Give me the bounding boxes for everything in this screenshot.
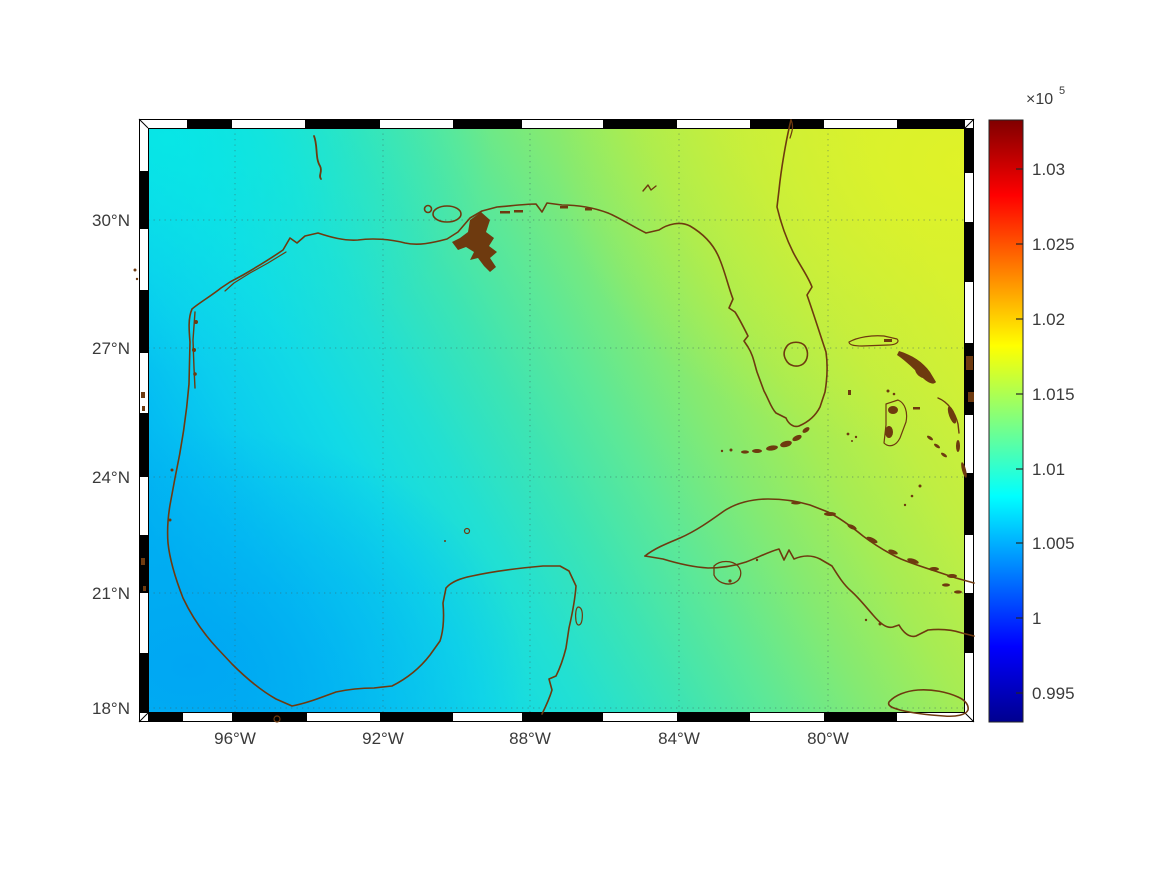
lat-tick-label-30n: 30°N — [92, 211, 130, 230]
coastline-gulf-mainland — [166, 119, 828, 715]
colorbar-tick-label: 1.01 — [1032, 460, 1065, 479]
colorbar-tick-label: 1 — [1032, 609, 1041, 628]
lake-okeechobee — [783, 341, 809, 367]
colorbar-tick-label: 1.005 — [1032, 534, 1075, 553]
lon-tick-label-92w: 92°W — [362, 729, 404, 748]
colorbar-tick-label: 1.015 — [1032, 385, 1075, 404]
colorbar-tick-labels: 1.03 1.025 1.02 1.015 1.01 1.005 1 0.995 — [1032, 160, 1075, 703]
graticule-grid — [148, 128, 965, 713]
lon-tick-label-96w: 96°W — [214, 729, 256, 748]
lat-tick-label-24n: 24°N — [92, 468, 130, 487]
lat-tick-label-27n: 27°N — [92, 339, 130, 358]
colorbar-tick-label: 1.025 — [1032, 235, 1075, 254]
colorbar-ticks — [1016, 168, 1023, 694]
lon-axis-labels: 96°W 92°W 88°W 84°W 80°W — [214, 729, 849, 748]
pressure-field — [148, 128, 965, 713]
coastlines — [133, 119, 975, 723]
jamaica — [887, 689, 969, 718]
colorbar-scale-exponent: 5 — [1059, 85, 1065, 97]
florida-keys — [720, 427, 810, 454]
lon-tick-label-84w: 84°W — [658, 729, 700, 748]
colorbar-tick-label: 1.02 — [1032, 310, 1065, 329]
lat-axis-labels: 30°N 27°N 24°N 21°N 18°N — [92, 211, 130, 718]
colorbar-tick-label: 1.03 — [1032, 160, 1065, 179]
map-frame — [138, 118, 975, 723]
mississippi-delta — [452, 212, 497, 272]
cuba-south-coast — [644, 548, 975, 638]
lon-tick-label-80w: 80°W — [807, 729, 849, 748]
colorbar-gradient — [988, 119, 1024, 723]
lon-tick-label-88w: 88°W — [509, 729, 551, 748]
lat-tick-label-18n: 18°N — [92, 699, 130, 718]
lat-tick-label-21n: 21°N — [92, 584, 130, 603]
colorbar-scale-label: ×10 — [1026, 91, 1053, 108]
colorbar: ×10 5 1.03 1.025 1.02 1.015 1.01 1.005 1… — [988, 85, 1075, 723]
colorbar-tick-label: 0.995 — [1032, 684, 1075, 703]
cuba-cays — [728, 501, 962, 626]
bahamas — [846, 335, 974, 507]
